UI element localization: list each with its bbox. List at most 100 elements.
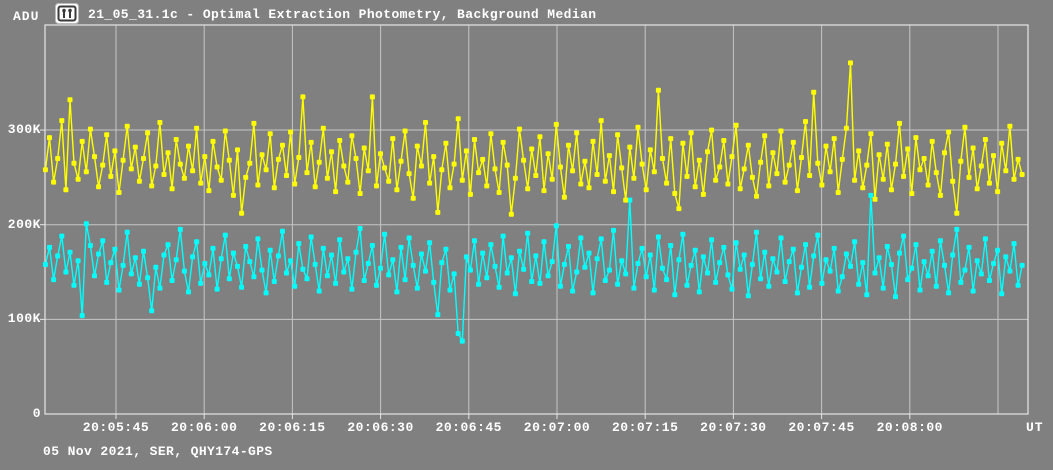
data-point-cyan bbox=[341, 269, 347, 275]
data-point-cyan bbox=[876, 255, 882, 261]
data-point-cyan bbox=[280, 228, 285, 234]
data-point-yellow bbox=[79, 138, 85, 144]
data-point-yellow bbox=[958, 158, 964, 164]
data-point-cyan bbox=[79, 313, 85, 319]
data-point-yellow bbox=[42, 167, 48, 173]
data-point-yellow bbox=[627, 144, 633, 150]
data-point-yellow bbox=[553, 121, 559, 127]
data-point-yellow bbox=[778, 128, 784, 134]
data-point-yellow bbox=[909, 191, 915, 196]
data-point-cyan bbox=[705, 270, 710, 276]
y-axis-unit-label: ADU bbox=[13, 9, 40, 24]
data-point-cyan bbox=[472, 238, 477, 244]
data-point-cyan bbox=[120, 262, 126, 268]
data-point-yellow bbox=[966, 174, 972, 180]
data-point-yellow bbox=[643, 187, 649, 193]
data-point-yellow bbox=[684, 173, 690, 179]
data-point-cyan bbox=[153, 264, 159, 270]
data-point-yellow bbox=[545, 151, 551, 157]
data-point-cyan bbox=[909, 265, 915, 271]
data-point-cyan bbox=[823, 257, 829, 263]
data-point-yellow bbox=[459, 177, 465, 183]
data-point-cyan bbox=[218, 256, 224, 262]
data-point-yellow bbox=[455, 116, 461, 122]
data-point-yellow bbox=[901, 173, 907, 179]
data-point-yellow bbox=[835, 190, 841, 195]
data-point-cyan bbox=[42, 262, 48, 267]
data-point-cyan bbox=[631, 285, 637, 291]
data-point-yellow bbox=[443, 140, 449, 146]
data-point-cyan bbox=[87, 243, 93, 248]
data-point-cyan bbox=[545, 273, 551, 279]
data-point-cyan bbox=[165, 242, 171, 248]
data-point-cyan bbox=[521, 266, 527, 272]
data-point-cyan bbox=[561, 262, 567, 267]
data-point-cyan bbox=[655, 234, 661, 240]
data-point-yellow bbox=[104, 132, 110, 138]
data-point-cyan bbox=[680, 231, 686, 237]
data-point-cyan bbox=[108, 260, 114, 266]
data-point-cyan bbox=[410, 262, 416, 268]
data-point-yellow bbox=[692, 184, 698, 190]
data-point-cyan bbox=[333, 280, 339, 286]
data-point-cyan bbox=[799, 264, 804, 270]
data-point-cyan bbox=[700, 254, 706, 260]
data-point-yellow bbox=[386, 178, 392, 184]
data-point-yellow bbox=[87, 126, 93, 132]
data-point-yellow bbox=[194, 125, 200, 131]
data-point-yellow bbox=[582, 158, 588, 164]
data-point-cyan bbox=[190, 254, 196, 260]
data-point-yellow bbox=[660, 156, 665, 161]
data-point-cyan bbox=[639, 245, 645, 251]
data-point-yellow bbox=[447, 185, 453, 191]
data-point-cyan bbox=[966, 244, 972, 250]
data-point-yellow bbox=[51, 179, 57, 185]
data-point-yellow bbox=[374, 183, 379, 189]
data-point-cyan bbox=[766, 283, 772, 289]
data-point-yellow bbox=[933, 170, 939, 176]
data-point-cyan bbox=[533, 253, 539, 259]
data-point-yellow bbox=[141, 156, 146, 161]
data-point-cyan bbox=[1015, 282, 1021, 288]
data-point-yellow bbox=[394, 187, 400, 193]
data-point-yellow bbox=[304, 170, 310, 176]
data-point-cyan bbox=[942, 262, 947, 268]
data-point-cyan bbox=[758, 276, 764, 282]
data-point-yellow bbox=[145, 130, 151, 136]
data-point-yellow bbox=[741, 166, 747, 172]
data-point-cyan bbox=[721, 244, 727, 250]
data-point-cyan bbox=[958, 279, 964, 285]
data-point-cyan bbox=[647, 252, 653, 258]
data-point-cyan bbox=[337, 237, 343, 243]
data-point-cyan bbox=[774, 269, 780, 275]
data-point-yellow bbox=[337, 138, 343, 143]
x-tick-label: 20:06:45 bbox=[435, 420, 502, 435]
data-point-yellow bbox=[839, 156, 845, 162]
data-point-cyan bbox=[198, 280, 204, 286]
data-point-yellow bbox=[868, 131, 874, 137]
data-point-yellow bbox=[300, 94, 306, 100]
data-point-cyan bbox=[267, 247, 273, 253]
data-point-cyan bbox=[525, 230, 531, 236]
data-point-yellow bbox=[1003, 168, 1009, 174]
data-point-cyan bbox=[995, 247, 1001, 253]
data-point-cyan bbox=[390, 257, 396, 263]
data-point-cyan bbox=[247, 259, 253, 265]
data-point-yellow bbox=[819, 182, 825, 188]
data-point-cyan bbox=[206, 272, 212, 278]
data-point-cyan bbox=[427, 240, 433, 246]
data-point-cyan bbox=[349, 286, 355, 292]
data-point-yellow bbox=[549, 176, 555, 182]
data-point-cyan bbox=[104, 279, 110, 285]
data-point-yellow bbox=[390, 136, 396, 142]
data-point-yellow bbox=[561, 194, 567, 200]
data-point-yellow bbox=[463, 148, 469, 154]
x-tick-label: 20:06:30 bbox=[347, 420, 414, 435]
data-point-yellow bbox=[202, 154, 208, 160]
data-point-yellow bbox=[198, 180, 204, 186]
data-point-cyan bbox=[978, 271, 984, 277]
data-point-yellow bbox=[169, 186, 175, 192]
data-point-yellow bbox=[602, 178, 608, 184]
data-point-cyan bbox=[717, 260, 723, 266]
data-point-cyan bbox=[606, 267, 612, 273]
